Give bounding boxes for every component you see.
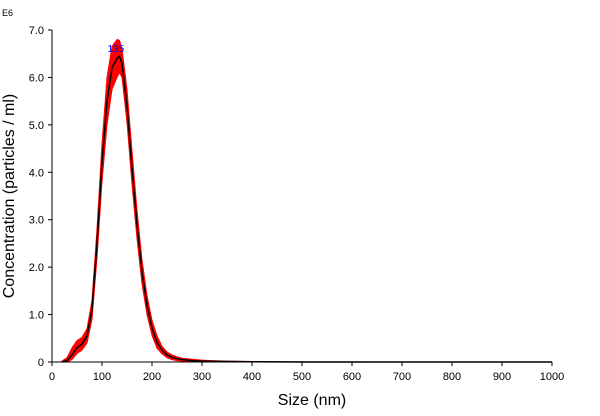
x-tick-label: 200 <box>143 371 161 383</box>
x-tick-label: 300 <box>193 371 211 383</box>
y-tick-label: 3.0 <box>29 215 44 227</box>
x-axis-title: Size (nm) <box>278 392 346 409</box>
y-ticks-layer: 0 1.0 2.0 3.0 4.0 5.0 6.0 7.0 <box>29 25 52 369</box>
axes-layer <box>51 30 552 363</box>
peak-annotation-label: 135 <box>108 44 125 55</box>
x-tick-label: 600 <box>343 371 361 383</box>
y-tick-label: 5.0 <box>29 120 44 132</box>
x-ticks-layer: 0 100 200 300 400 500 600 700 800 900 1000 <box>49 362 564 383</box>
x-tick-label: 900 <box>493 371 511 383</box>
mean-line-layer <box>61 55 552 363</box>
x-tick-label: 700 <box>393 371 411 383</box>
y-tick-label: 7.0 <box>29 25 44 37</box>
y-tick-label: 4.0 <box>29 167 44 179</box>
x-tick-label: 500 <box>293 371 311 383</box>
y-tick-label: 2.0 <box>29 262 44 274</box>
y-axis-title: Concentration (particles / ml) <box>1 94 18 299</box>
x-tick-label: 0 <box>49 371 55 383</box>
y-tick-label: 0 <box>38 357 44 369</box>
x-tick-label: 100 <box>93 371 111 383</box>
x-tick-label: 800 <box>443 371 461 383</box>
y-exponent-label: E6 <box>2 8 13 18</box>
y-tick-label: 1.0 <box>29 310 44 322</box>
mean-distribution-line <box>61 55 552 363</box>
x-tick-label: 400 <box>243 371 261 383</box>
y-tick-label: 6.0 <box>29 72 44 84</box>
x-tick-label: 1000 <box>540 371 564 383</box>
